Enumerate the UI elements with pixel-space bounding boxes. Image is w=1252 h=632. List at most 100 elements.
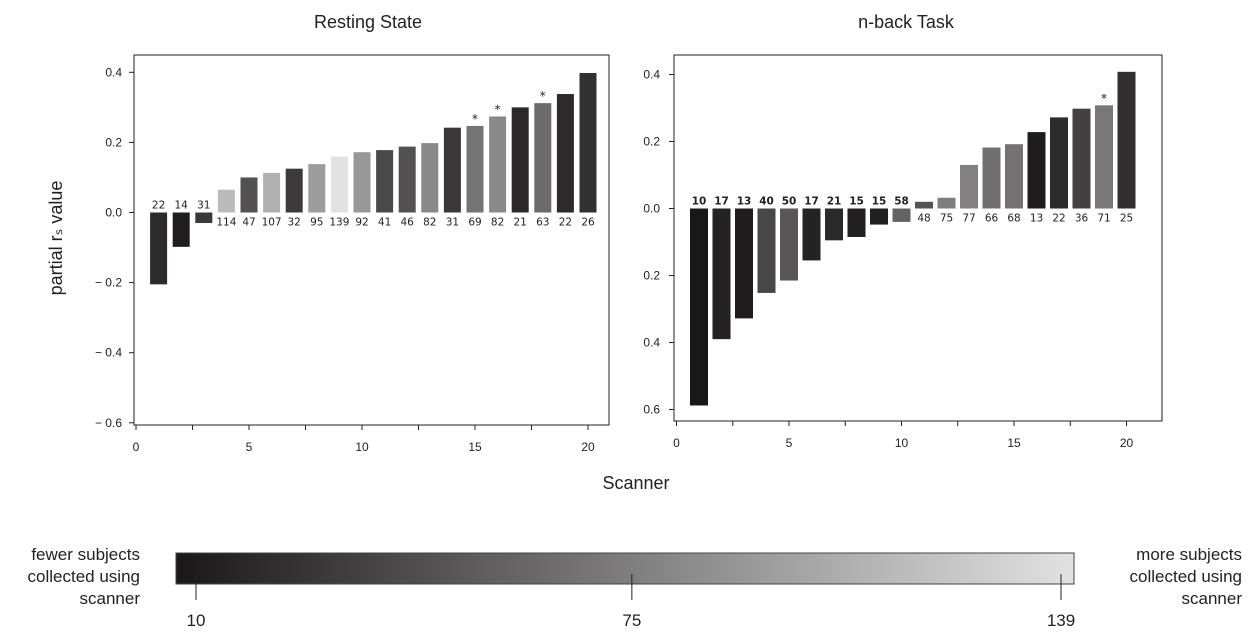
colorbar-right-label-line: scanner [1181,589,1242,608]
bar [195,212,213,224]
y-tick-label: 0.2 [643,135,660,149]
significance-marker: * [540,89,546,103]
bar-count-label: 68 [1007,213,1020,225]
bar [511,107,529,213]
bar [915,201,933,209]
bar-count-label: 77 [962,213,975,225]
bar-count-label: 17 [804,196,819,208]
bar [398,146,416,213]
bar-count-label: 26 [581,217,595,229]
bar [556,94,574,213]
bar-count-label: 22 [152,200,165,212]
bar [960,164,978,209]
bar [172,212,190,247]
y-tick-label: 0.4 [643,336,660,350]
bar [757,208,776,293]
x-tick-label: 10 [895,436,909,450]
bar [217,189,235,213]
bar [1072,108,1091,209]
bar-count-label: 21 [827,196,842,208]
bar [1117,71,1136,209]
bar-count-label: 63 [536,217,549,229]
colorbar-right-label: more subjects collected using scanner [1098,544,1242,610]
y-tick-label: 0.2 [105,135,122,149]
bar-count-label: 31 [197,200,210,212]
bar-count-label: 25 [1120,213,1133,225]
colorbar-tick-label: 10 [187,611,206,630]
bar [353,152,371,213]
y-tick-label: 0.0 [643,202,660,216]
bar-count-label: 13 [1030,213,1043,225]
x-tick-label: 20 [581,440,595,454]
colorbar-left-label-line: scanner [79,589,140,608]
bar-count-label: 40 [759,196,774,208]
resting-state-plot-frame [133,54,610,426]
bar-count-label: 114 [216,217,236,229]
bar [780,208,798,281]
bar-count-label: 22 [559,217,572,229]
bar-count-label: 41 [378,217,391,229]
bar-count-label: 107 [262,217,282,229]
bar [982,147,1001,209]
bar [870,208,888,225]
bar-count-label: 14 [175,200,189,212]
y-axis-label: partial rₛ value [46,181,66,296]
bar-count-label: 32 [288,217,301,229]
x-tick-label: 20 [1120,436,1134,450]
x-tick-label: 15 [1007,436,1021,450]
bar-count-label: 69 [468,217,481,229]
bar [150,212,168,285]
significance-marker: * [472,112,478,126]
bar [466,125,484,213]
bar [1005,144,1023,209]
bar [1050,117,1068,209]
x-tick-label: 15 [468,440,482,454]
bar [1027,132,1046,209]
bar-count-label: 46 [401,217,415,229]
bar-count-label: 82 [491,217,504,229]
bar-count-label: 21 [514,217,527,229]
x-tick-label: 5 [246,440,253,454]
colorbar-tick-label: 139 [1047,611,1075,630]
bar [285,168,303,213]
colorbar-right-label-line: more subjects [1136,545,1242,564]
bar [443,127,461,213]
bar-count-label: 22 [1052,213,1065,225]
bar-count-label: 58 [894,196,909,208]
bar [421,143,439,213]
bar-count-label: 95 [310,217,323,229]
bar [690,208,708,406]
resting-state-chart: Resting State partial rₛ value 22 14 31 114… [46,12,610,454]
y-tick-label: − 0.6 [95,416,122,430]
significance-marker: * [495,102,501,116]
bar-count-label: 15 [872,196,887,208]
bar-count-label: 48 [917,213,930,225]
y-tick-label: 0.6 [643,403,660,417]
bar [330,156,348,213]
bar-count-label: 139 [329,217,349,229]
colorbar-left-label: fewer subjects collected using scanner [2,544,140,610]
colorbar-gradient [175,552,1075,585]
significance-marker: * [1101,91,1107,105]
n-back-task-plot-frame [673,54,1163,422]
y-tick-label: 0.4 [643,68,660,82]
colorbar-tick-label: 75 [622,611,641,630]
bar [534,103,552,213]
bar [847,208,866,237]
colorbar-left-label-line: collected using [27,567,140,586]
bar [579,73,597,213]
colorbar-left-label-line: fewer subjects [31,545,140,564]
bar [308,164,326,213]
y-tick-label: 0.2 [643,269,660,283]
colorbar-right-label-line: collected using [1129,567,1242,586]
bar [825,208,843,241]
y-tick-label: − 0.4 [95,346,122,360]
bar-count-label: 75 [940,213,953,225]
bar [263,172,281,213]
x-tick-label: 0 [133,440,140,454]
resting-state-title: Resting State [314,12,422,32]
bar-count-label: 15 [849,196,864,208]
bar [937,197,956,209]
